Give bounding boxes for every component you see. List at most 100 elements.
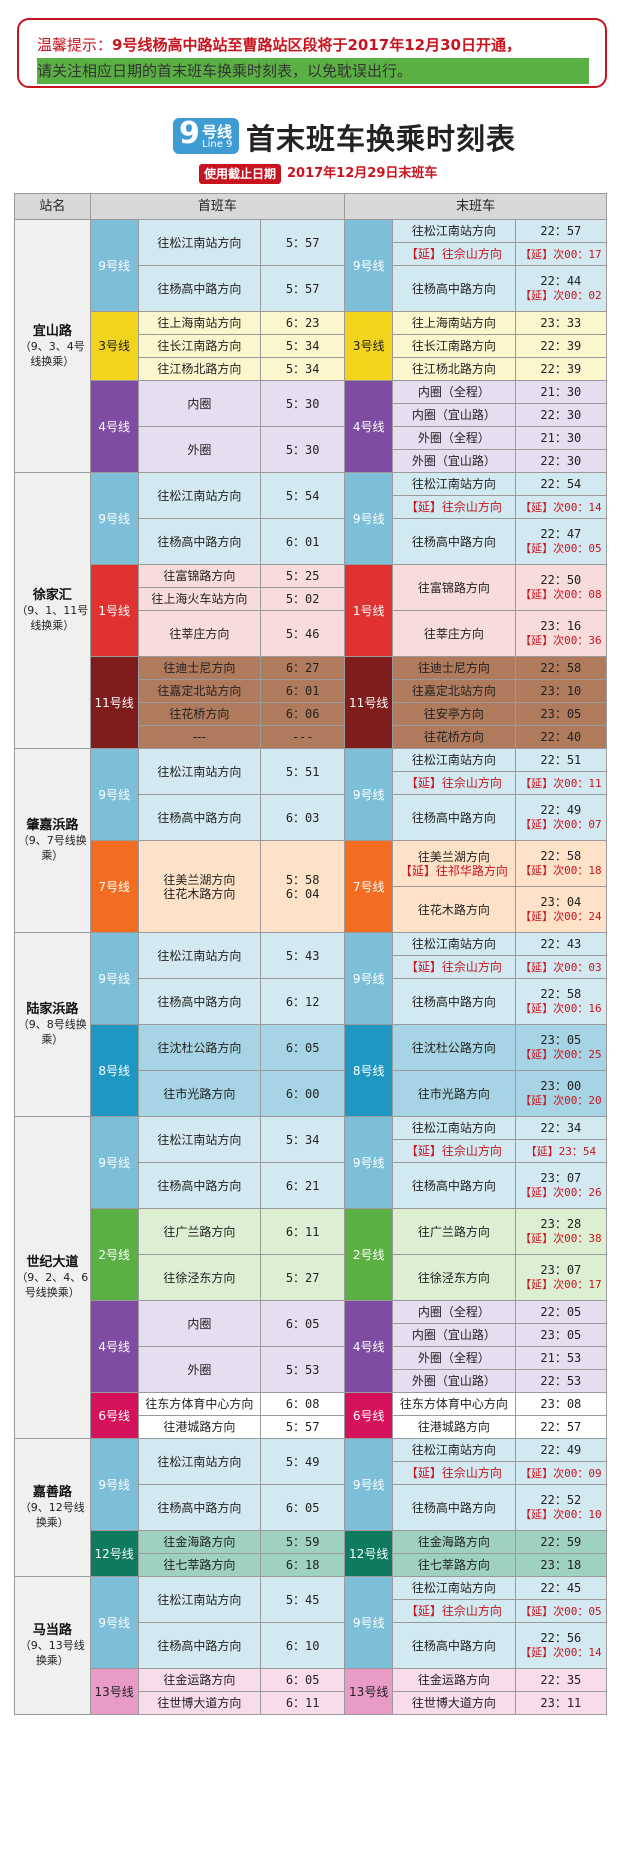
- first-time: 5：57: [260, 219, 346, 266]
- last-time: 22：58 【延】次00：16: [514, 978, 608, 1025]
- last-time: 【延】次00：03: [514, 955, 608, 979]
- last-time: 23：07 【延】次00：17: [514, 1254, 608, 1301]
- table-row: 【延】往佘山方向 【延】次00：14: [15, 495, 608, 519]
- last-time: 22：57: [514, 219, 608, 243]
- first-time: 5：49: [260, 1438, 346, 1485]
- first-time: 5：51: [260, 748, 346, 795]
- first-direction: 往富锦路方向: [137, 564, 262, 588]
- last-time: 22：54: [514, 472, 608, 496]
- last-direction: 往松江南站方向: [392, 932, 516, 956]
- station-cell: 嘉善路 （9、12号线换乘）: [14, 1438, 91, 1577]
- first-direction: 往松江南站方向: [137, 748, 262, 795]
- last-direction: 往市光路方向: [392, 1070, 516, 1117]
- line-label-last: 9号线: [344, 932, 394, 1025]
- table-row: 外圈 5：53 外圈（全程） 21：53: [15, 1346, 608, 1393]
- first-direction: 往松江南站方向: [137, 219, 262, 266]
- last-time: 23：08: [514, 1392, 608, 1416]
- first-direction: 外圈: [137, 1346, 262, 1393]
- last-time: 【延】次00：11: [514, 771, 608, 795]
- table-row: 8号线 往沈杜公路方向 6：05 8号线 往沈杜公路方向 23：05 【延】次00：25: [15, 1024, 608, 1117]
- last-time: 23：28 【延】次00：38: [514, 1208, 608, 1255]
- first-direction: 往沈杜公路方向: [137, 1024, 262, 1071]
- last-time: 23：05 【延】次00：25: [514, 1024, 608, 1071]
- station-transfer: （9、12号线换乘）: [19, 1501, 85, 1529]
- last-time: 22：34: [514, 1116, 608, 1140]
- table-row: 往杨高中路方向 6：21 往杨高中路方向 23：07 【延】次00：26: [15, 1162, 608, 1209]
- first-time: 5：34: [260, 1116, 346, 1163]
- line-label-last: 9号线: [344, 1438, 394, 1531]
- first-time: 6：18: [260, 1553, 346, 1577]
- last-time: 23：16 【延】次00：36: [514, 610, 608, 657]
- table-row: 肇嘉浜路 （9、7号线换乘） 9号线 往松江南站方向 5：51 9号线 往松江南站方向 22：…: [14, 748, 608, 933]
- last-direction: 往徐泾东方向: [392, 1254, 516, 1301]
- last-direction: 往杨高中路方向: [392, 1162, 516, 1209]
- notice-highlight: 9号线杨高中路站至曹路站区段将于2017年12月30日开通，: [112, 36, 521, 54]
- table-row: 【延】往佘山方向 【延】次00：09: [15, 1461, 608, 1485]
- last-direction: 往迪士尼方向: [392, 656, 516, 680]
- table-row: 往杨高中路方向 6：10 往杨高中路方向 22：56 【延】次00：14: [15, 1622, 608, 1669]
- table-header: 站名 首班车 末班车: [14, 193, 607, 220]
- last-time: 22：58: [514, 656, 608, 680]
- line-label-last: 3号线: [344, 311, 394, 381]
- first-direction: 往杨高中路方向: [137, 1622, 262, 1669]
- line-label-first: 9号线: [89, 1438, 139, 1531]
- last-direction: 往东方体育中心方向: [392, 1392, 516, 1416]
- last-direction: 往花木路方向: [392, 886, 516, 933]
- last-time: 21：30: [514, 380, 608, 404]
- last-direction: 往松江南站方向: [392, 1116, 516, 1140]
- first-direction: 往杨高中路方向: [137, 1162, 262, 1209]
- table-row: 宜山路 （9、3、4号线换乘） 9号线 往松江南站方向 5：57 9号线 往松江南站方向 22…: [14, 219, 608, 473]
- last-direction: 往莘庄方向: [392, 610, 516, 657]
- line-label-last: 9号线: [344, 472, 394, 565]
- table-row: 2号线 往广兰路方向 6：11 2号线 往广兰路方向 23：28 【延】次00：38: [15, 1208, 608, 1301]
- station-cell: 宜山路 （9、3、4号线换乘）: [14, 219, 91, 473]
- last-direction: 【延】往佘山方向: [392, 1139, 516, 1163]
- table-row: 1号线 往富锦路方向 5：25 1号线 往富锦路方向 22：50 【延】次00：08: [15, 564, 608, 657]
- first-direction: 往金海路方向: [137, 1530, 262, 1554]
- table-row: 陆家浜路 （9、8号线换乘） 9号线 往松江南站方向 5：43 9号线 往松江南站方向 22：…: [14, 932, 608, 1117]
- first-direction: 外圈: [137, 426, 262, 473]
- last-direction: 外圈（宜山路）: [392, 1369, 516, 1393]
- last-time: 22：30: [514, 449, 608, 473]
- last-time: 22：53: [514, 1369, 608, 1393]
- last-direction: 往花桥方向: [392, 725, 516, 749]
- station-transfer: （9、1、11号线换乘）: [16, 604, 89, 632]
- station-name: 马当路: [32, 1623, 72, 1638]
- first-time: 5：53: [260, 1346, 346, 1393]
- table-row: 嘉善路 （9、12号线换乘） 9号线 往松江南站方向 5：49 9号线 往松江南站方向 22：…: [14, 1438, 608, 1577]
- last-direction: 往松江南站方向: [392, 472, 516, 496]
- station-name: 陆家浜路: [26, 1002, 79, 1017]
- table-row: 内圈（宜山路） 22：30: [15, 403, 608, 427]
- first-time: 5：58 6：04: [260, 840, 346, 933]
- last-time: 22：49: [514, 1438, 608, 1462]
- line-label-first: 7号线: [89, 840, 139, 933]
- station-cell: 徐家汇 （9、1、11号线换乘）: [14, 472, 91, 749]
- table-row: 往世博大道方向 6：11 往世博大道方向 23：11: [15, 1691, 608, 1715]
- last-direction: 往江杨北路方向: [392, 357, 516, 381]
- table-row: 往杨高中路方向 6：03 往杨高中路方向 22：49 【延】次00：07: [15, 794, 608, 841]
- last-time: 【延】次00：09: [514, 1461, 608, 1485]
- last-time: 23：10: [514, 679, 608, 703]
- last-direction: 往港城路方向: [392, 1415, 516, 1439]
- timetable: 站名 首班车 末班车 宜山路 （9、3、4号线换乘） 9号线 往松江南站方向 5：57 9…: [14, 193, 608, 1715]
- first-time: 5：27: [260, 1254, 346, 1301]
- line-label-first: 6号线: [89, 1392, 139, 1439]
- last-direction: 内圈（全程）: [392, 1300, 516, 1324]
- station-transfer: （9、13号线换乘）: [19, 1639, 85, 1667]
- first-direction: 往长江南路方向: [137, 334, 262, 358]
- first-time: 6：05: [260, 1300, 346, 1347]
- last-time: 22：58 【延】次00：18: [514, 840, 608, 887]
- station-cell: 世纪大道 （9、2、4、6号线换乘）: [14, 1116, 91, 1439]
- last-time: 22：43: [514, 932, 608, 956]
- station-transfer: （9、3、4号线换乘）: [19, 339, 85, 368]
- last-direction: 外圈（全程）: [392, 426, 516, 450]
- first-time: 6：03: [260, 794, 346, 841]
- last-time: 22：35: [514, 1668, 608, 1692]
- first-direction: 内圈: [137, 1300, 262, 1347]
- first-time: 5：46: [260, 610, 346, 657]
- line-label-first: 9号线: [89, 1116, 139, 1209]
- table-row: 往杨高中路方向 6：12 往杨高中路方向 22：58 【延】次00：16: [15, 978, 608, 1025]
- first-direction: 往杨高中路方向: [137, 265, 262, 312]
- table-row: 马当路 （9、13号线换乘） 9号线 往松江南站方向 5：45 9号线 往松江南站方向 22：…: [14, 1576, 608, 1715]
- first-time: 6：12: [260, 978, 346, 1025]
